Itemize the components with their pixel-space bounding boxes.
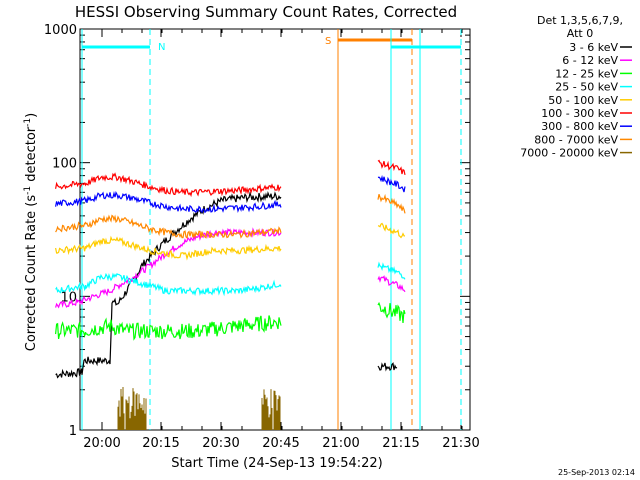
series-line <box>377 275 406 293</box>
x-tick-label: 21:00 <box>322 436 359 451</box>
y-tick-label: 10 <box>60 290 77 305</box>
series-line <box>377 362 398 372</box>
y-axis-title-main: Corrected Count Rate (s <box>24 195 39 352</box>
axis-ticks: 20:00 20:15 20:30 20:45 21:00 21:15 21:30 1 10 10… <box>44 23 480 451</box>
y-tick-label: 1000 <box>44 23 77 38</box>
night-flag-label: N <box>158 42 165 53</box>
y-axis-title-end: ) <box>24 113 39 118</box>
legend-label: 7000 - 20000 keV <box>520 147 618 160</box>
legend-header-2: Att 0 <box>567 27 593 40</box>
series-line <box>55 214 282 240</box>
series-line <box>377 301 406 323</box>
y-axis-title-sup1: -1 <box>23 186 33 195</box>
series-line <box>377 222 406 239</box>
x-tick-label: 20:15 <box>142 436 179 451</box>
legend-label: 6 - 12 keV <box>562 54 618 67</box>
legend-label: 12 - 25 keV <box>555 67 618 80</box>
x-tick-label: 21:30 <box>442 436 479 451</box>
legend-label: 100 - 300 keV <box>541 107 618 120</box>
series-line <box>377 174 406 193</box>
series-line <box>377 159 406 176</box>
x-tick-label: 20:30 <box>202 436 239 451</box>
saa-flag-label: S <box>325 36 331 47</box>
legend-label: 800 - 7000 keV <box>534 133 618 146</box>
x-tick-label: 21:15 <box>382 436 419 451</box>
chart-title: HESSI Observing Summary Count Rates, Cor… <box>75 3 457 21</box>
series-line <box>55 235 282 261</box>
legend-label: 50 - 100 keV <box>548 94 618 107</box>
legend-label: 3 - 6 keV <box>569 41 618 54</box>
generated-timestamp: 25-Sep-2013 02:14 <box>558 468 635 477</box>
series-line <box>55 272 282 297</box>
y-axis-title: Corrected Count Rate (s-1 detector-1) <box>23 113 39 351</box>
legend-label: 25 - 50 keV <box>555 81 618 94</box>
series-group <box>55 159 406 430</box>
x-axis-title: Start Time (24-Sep-13 19:54:22) <box>171 456 382 471</box>
y-tick-label: 100 <box>52 157 77 172</box>
y-axis-title-sup2: -1 <box>23 118 33 127</box>
legend-header-1: Det 1,3,5,6,7,9, <box>537 14 623 27</box>
x-tick-label: 20:45 <box>262 436 299 451</box>
series-line <box>55 191 282 379</box>
legend-label: 300 - 800 keV <box>541 120 618 133</box>
series-line <box>55 190 282 214</box>
x-tick-label: 20:00 <box>83 436 120 451</box>
series-line <box>55 172 282 198</box>
series-line <box>55 315 282 341</box>
y-tick-label: 1 <box>69 424 77 439</box>
series-line <box>377 193 406 214</box>
series-line <box>377 261 406 280</box>
y-axis-title-mid: detector <box>24 126 39 186</box>
